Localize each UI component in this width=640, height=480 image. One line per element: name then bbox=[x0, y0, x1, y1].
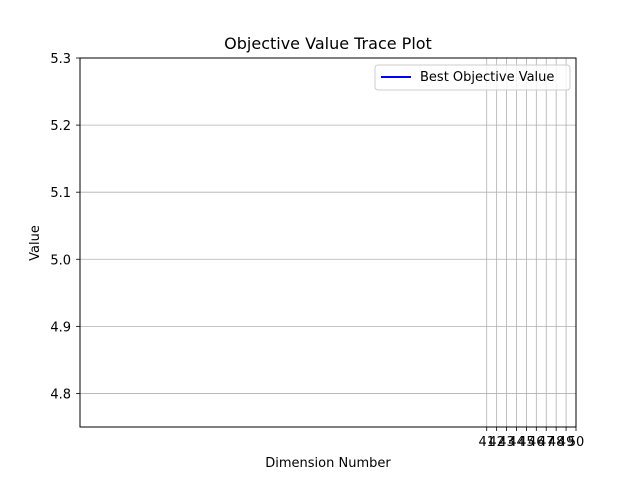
y-axis-ticks: 4.8 4.9 5.0 5.1 5.2 5.3 bbox=[50, 52, 80, 402]
x-tick-label: 50 bbox=[568, 435, 585, 450]
y-tick-label: 5.1 bbox=[50, 186, 71, 201]
y-tick-label: 4.9 bbox=[50, 320, 71, 335]
chart-title: Objective Value Trace Plot bbox=[224, 34, 432, 53]
plot-area-frame bbox=[79, 57, 577, 428]
y-tick-label: 5.0 bbox=[50, 253, 71, 268]
x-tick-label: 41 bbox=[478, 435, 495, 450]
x-tick-label: 43 bbox=[498, 435, 515, 450]
y-axis-label: Value bbox=[28, 225, 43, 261]
x-tick-label: 45 bbox=[518, 435, 535, 450]
y-tick-label: 5.3 bbox=[50, 52, 71, 67]
y-tick-label: 5.2 bbox=[50, 119, 71, 134]
x-axis-label: Dimension Number bbox=[265, 456, 391, 471]
legend: Best Objective Value bbox=[374, 64, 571, 91]
x-tick-label: 48 bbox=[548, 435, 565, 450]
x-tick-label: 44 bbox=[508, 435, 525, 450]
x-tick-label: 49 bbox=[558, 435, 575, 450]
x-tick-label: 42 bbox=[488, 435, 505, 450]
legend-label: Best Objective Value bbox=[420, 70, 554, 85]
legend-box bbox=[374, 64, 571, 91]
y-tick-label: 4.8 bbox=[50, 387, 71, 402]
x-tick-label: 47 bbox=[538, 435, 555, 450]
x-tick-label: 46 bbox=[528, 435, 545, 450]
